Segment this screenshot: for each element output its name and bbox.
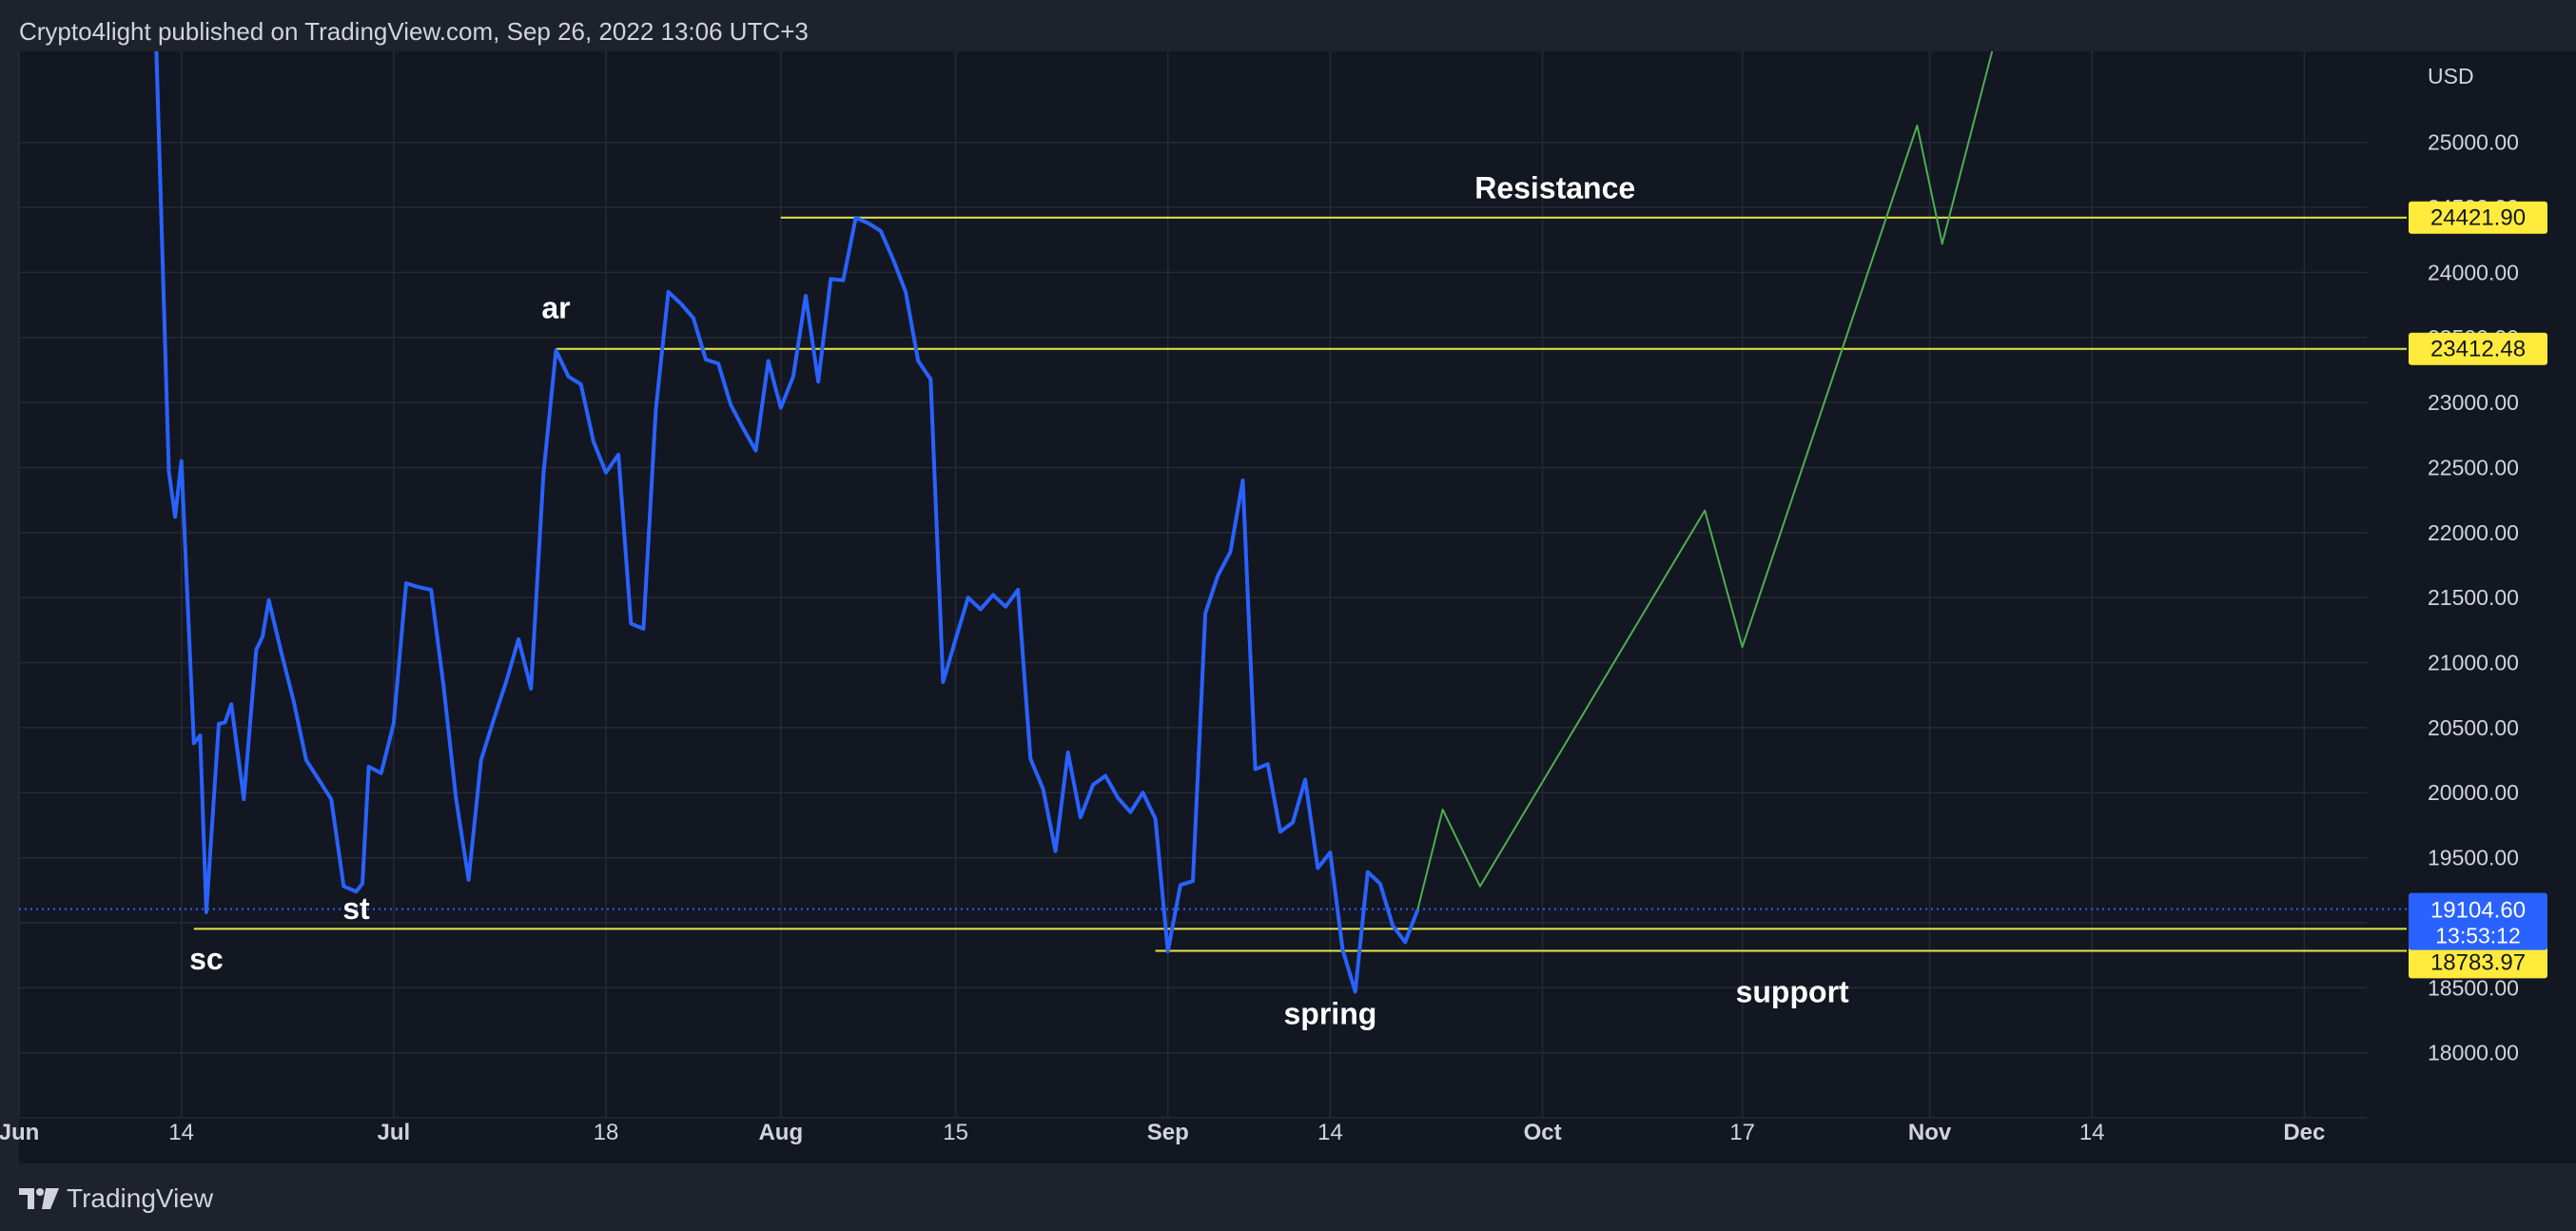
level-badge bbox=[2409, 201, 2547, 234]
y-tick-label: 25000.00 bbox=[2428, 130, 2519, 155]
currency-label: USD bbox=[2428, 64, 2474, 88]
projected-path-line bbox=[1416, 50, 1994, 910]
annotation-label: Resistance bbox=[1474, 170, 1635, 205]
y-tick-label: 19500.00 bbox=[2428, 846, 2519, 870]
level-badge bbox=[2409, 332, 2547, 365]
y-tick-label: 18500.00 bbox=[2428, 975, 2519, 1000]
x-tick-label: 14 bbox=[168, 1120, 194, 1145]
grid-lines bbox=[18, 51, 2576, 1119]
horizontal-levels bbox=[193, 216, 2407, 952]
current-price-badge bbox=[2409, 892, 2547, 950]
publisher-line: Crypto4light published on TradingView.co… bbox=[19, 17, 809, 46]
level-badge-label: 24421.90 bbox=[2430, 205, 2526, 231]
y-tick-label: 24000.00 bbox=[2428, 260, 2519, 284]
x-tick-label: 18 bbox=[594, 1120, 619, 1145]
price-series bbox=[154, 50, 1994, 994]
level-badge bbox=[2409, 946, 2547, 979]
annotation-label: ar bbox=[541, 290, 570, 324]
tradingview-logo-icon bbox=[19, 1188, 59, 1209]
annotation-label: support bbox=[1736, 974, 1849, 1008]
x-tick-label: Nov bbox=[1908, 1120, 1952, 1145]
current-price-label: 19104.60 bbox=[2430, 898, 2526, 924]
chart-annotations: Resistance ar st sc spring support bbox=[189, 170, 1849, 1030]
x-tick-label: Jul bbox=[377, 1120, 410, 1145]
x-tick-label: Aug bbox=[758, 1120, 803, 1145]
level-badge-label: 23412.48 bbox=[2430, 337, 2526, 362]
x-tick-label: Oct bbox=[1524, 1120, 1562, 1145]
x-tick-label: 14 bbox=[1317, 1120, 1343, 1145]
y-tick-label: 21000.00 bbox=[2428, 651, 2519, 675]
candle-countdown-label: 13:53:12 bbox=[2435, 924, 2521, 948]
annotation-label: spring bbox=[1284, 997, 1377, 1031]
annotation-label: sc bbox=[189, 942, 224, 976]
x-tick-label: 15 bbox=[943, 1120, 968, 1145]
brand-name: TradingView bbox=[67, 1183, 214, 1213]
brand[interactable]: TradingView bbox=[19, 1180, 213, 1218]
x-tick-label: 14 bbox=[2079, 1120, 2105, 1145]
y-tick-label: 21500.00 bbox=[2428, 585, 2519, 610]
y-tick-label: 20000.00 bbox=[2428, 780, 2519, 805]
y-tick-label: 23000.00 bbox=[2428, 390, 2519, 415]
x-tick-label: Jun bbox=[0, 1120, 39, 1145]
level-badge-label: 18783.97 bbox=[2430, 949, 2526, 975]
historical-price-line bbox=[154, 50, 1420, 994]
y-tick-label: 22500.00 bbox=[2428, 455, 2519, 479]
x-tick-label: Sep bbox=[1147, 1120, 1189, 1145]
annotation-label: st bbox=[342, 891, 370, 926]
time-axis-ticks: Jun 14 Jul 18 Aug 15 Sep 14 Oct 17 Nov 14 Dec bbox=[0, 1120, 2325, 1145]
y-tick-label: 20500.00 bbox=[2428, 715, 2519, 740]
plot-area[interactable] bbox=[19, 51, 2367, 1163]
y-tick-label: 18000.00 bbox=[2428, 1041, 2519, 1065]
x-tick-label: Dec bbox=[2283, 1120, 2325, 1145]
price-badges: 24421.9023412.4818952.8418783.9719104.60… bbox=[2409, 201, 2547, 979]
y-tick-label: 22000.00 bbox=[2428, 520, 2519, 545]
x-tick-label: 17 bbox=[1729, 1120, 1755, 1145]
